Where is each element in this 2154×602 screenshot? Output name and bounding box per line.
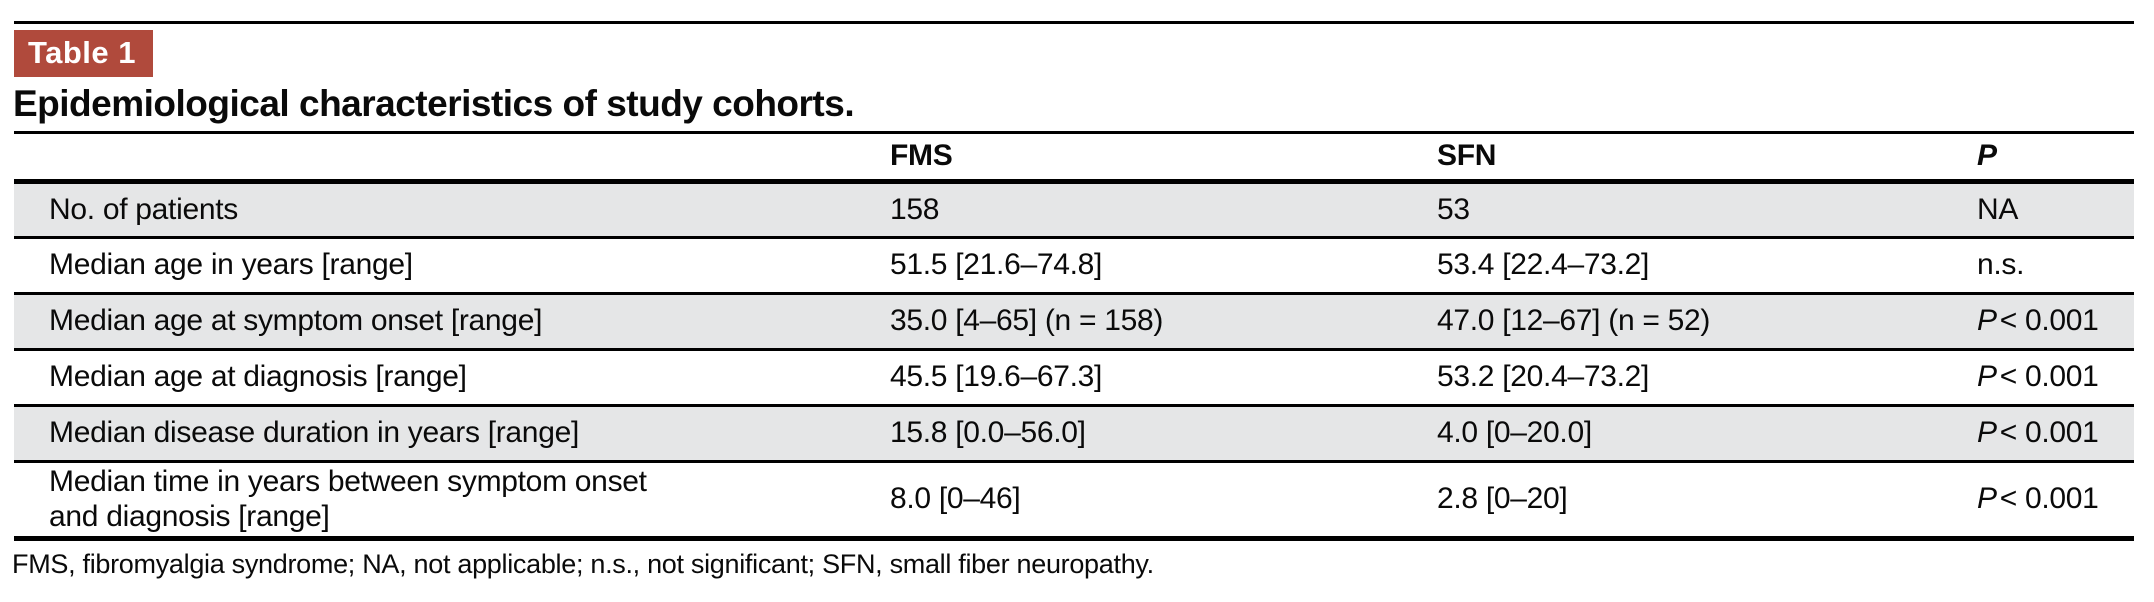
table-title: Epidemiological characteristics of study… [13,83,855,124]
p-value: < 0.001 [1999,416,2099,450]
p-value-cell: P < 0.001 [1977,405,2134,461]
table-row: Median age at symptom onset [range] 35.0… [14,293,2134,350]
p-symbol: P [1977,360,1997,394]
p-value: < 0.001 [1999,482,2099,516]
table-row: Median age in years [range] 51.5 [21.6–7… [14,237,2134,293]
fms-value-cell: 35.0 [4–65] (n = 158) [890,304,1164,338]
column-header-fms: FMS [890,132,1437,184]
row-label-cell: Median age at symptom onset [range] [14,293,890,349]
table-label: Table 1 [28,35,137,70]
row-label-cell: Median disease duration in years [range] [14,405,890,461]
p-symbol: P [1977,416,1997,450]
sfn-value-cell: 53.2 [20.4–73.2] [1437,360,1650,394]
epidemiology-table: FMS SFN P No. of patients 158 53 NA Medi… [14,130,2134,541]
p-value: < 0.001 [1999,304,2099,338]
row-label: Median age in years [range] [49,248,413,282]
column-header-p: P [1977,132,2134,184]
p-value-cell: P < 0.001 [1977,293,2134,349]
sfn-value-cell: 2.8 [0–20] [1437,482,1568,516]
header-row: FMS SFN P [14,132,2134,184]
p-value-cell: NA [1977,181,2134,237]
p-value: n.s. [1977,248,2025,282]
column-header-sfn: SFN [1437,132,1977,184]
p-symbol: P [1977,482,1997,516]
sfn-value-cell: 47.0 [12–67] (n = 52) [1437,304,1711,338]
p-value-cell: P < 0.001 [1977,349,2134,405]
sfn-value-cell: 53 [1437,192,1470,226]
fms-value-cell: 158 [890,192,940,226]
row-label: Median disease duration in years [range] [49,416,579,450]
table-row: Median time in years between symptom ons… [14,461,2134,538]
table-footnote: FMS, fibromyalgia syndrome; NA, not appl… [12,548,1154,579]
row-label: No. of patients [49,192,238,226]
p-value: NA [1977,192,2019,226]
paper-table-figure: Table 1 Epidemiological characteristics … [0,21,2154,602]
table-row: No. of patients 158 53 NA [14,181,2134,238]
fms-value-cell: 45.5 [19.6–67.3] [890,360,1103,394]
row-label-cell: Median age in years [range] [14,237,890,293]
p-value-cell: n.s. [1977,237,2134,293]
p-value-cell: P < 0.001 [1977,461,2134,538]
fms-value-cell: 8.0 [0–46] [890,482,1021,516]
sfn-value-cell: 53.4 [22.4–73.2] [1437,248,1650,282]
fms-value-cell: 51.5 [21.6–74.8] [890,248,1103,282]
row-label-cell: Median time in years between symptom ons… [14,461,890,538]
table-row: Median disease duration in years [range]… [14,405,2134,462]
row-label: Median time in years between symptom ons… [49,464,647,498]
column-header-empty [14,132,890,184]
p-symbol: P [1977,304,1997,338]
sfn-value-cell: 4.0 [0–20.0] [1437,416,1592,450]
row-label: Median age at diagnosis [range] [49,360,467,394]
row-label-cell: No. of patients [14,181,890,237]
row-label-line2: and diagnosis [range] [49,500,330,534]
p-value: < 0.001 [1999,360,2099,394]
table-label-badge: Table 1 [14,30,154,77]
fms-value-cell: 15.8 [0.0–56.0] [890,416,1086,450]
top-rule [14,21,2134,24]
table-row: Median age at diagnosis [range] 45.5 [19… [14,349,2134,405]
row-label-cell: Median age at diagnosis [range] [14,349,890,405]
row-label: Median age at symptom onset [range] [49,304,543,338]
